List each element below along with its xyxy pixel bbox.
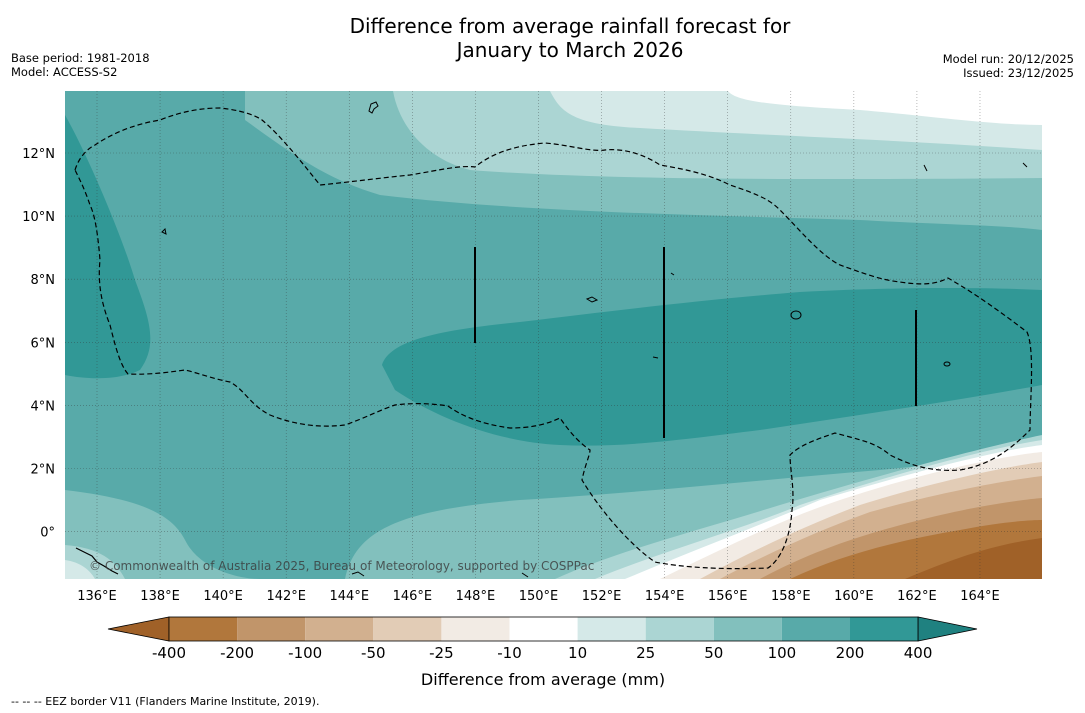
band-below-m400 (905, 538, 1042, 579)
band-50-100-southwest (65, 490, 260, 579)
lon-tick-label: 146°E (393, 589, 433, 604)
metadata-right: Model run: 20/12/2025 Issued: 23/12/2025 (943, 52, 1074, 80)
colorbar-title: Difference from average (mm) (421, 670, 665, 689)
model-label: Model: ACCESS-S2 (11, 65, 118, 79)
lon-tick-label: 142°E (266, 589, 306, 604)
lon-tick-label: 148°E (456, 589, 496, 604)
eez-border (74, 107, 1033, 570)
colorbar-tick-label: -50 (361, 644, 386, 662)
issued-label: Issued: 23/12/2025 (963, 66, 1074, 80)
copyright-text: © Commonwealth of Australia 2025, Bureau… (89, 559, 594, 573)
colorbar-extend-low (107, 616, 170, 642)
lat-tick-label: 0° (40, 526, 55, 541)
colorbar-tick-label: -200 (220, 644, 254, 662)
lat-tick-label: 2°N (31, 463, 56, 478)
island-pohnpei (790, 310, 802, 320)
colorbar-tick-label: -25 (429, 644, 454, 662)
lon-tick-label: 144°E (330, 589, 370, 604)
island-yap (161, 227, 167, 235)
colorbar-tick-label: 200 (836, 644, 865, 662)
lon-tick-label: 138°E (140, 589, 180, 604)
colorbar: -400 -200 -100 -50 -25 -10 10 25 50 100 200 400 (107, 616, 978, 662)
lon-tick-label: 152°E (582, 589, 622, 604)
lon-tick-label: 164°E (960, 589, 1000, 604)
island-guam (368, 101, 379, 114)
map-title: Difference from average rainfall forecas… (0, 14, 1085, 62)
lat-tick-label: 4°N (31, 399, 56, 414)
colorbar-tick-label: -400 (152, 644, 186, 662)
colorbar-swatch (169, 617, 238, 641)
title-line-1: Difference from average rainfall forecas… (349, 14, 791, 38)
lon-tick-label: 154°E (645, 589, 685, 604)
eez-footnote: -- -- -- EEZ border V11 (Flanders Marine… (11, 695, 320, 708)
model-run-label: Model run: 20/12/2025 (942, 52, 1074, 66)
colorbar-tick-label: 400 (904, 644, 933, 662)
base-period-label: Base period: 1981-2018 (11, 51, 150, 65)
island-marshall-1 (923, 164, 928, 172)
lon-tick-label: 158°E (771, 589, 811, 604)
rainfall-contours (65, 91, 1042, 579)
island-chuuk (585, 296, 599, 303)
coastline-new-guinea-north (75, 547, 119, 575)
islands (75, 101, 1028, 578)
colorbar-tick-label: 25 (636, 644, 655, 662)
lon-tick-label: 162°E (897, 589, 937, 604)
colorbar-tick-label: 10 (568, 644, 587, 662)
island-south-atoll (521, 572, 529, 578)
graticule (65, 91, 1042, 579)
colorbar-swatch (509, 617, 578, 641)
colorbar-swatch (305, 617, 374, 641)
colorbar-swatch (373, 617, 442, 641)
lat-tick-label: 8°N (31, 273, 56, 288)
island-atoll-2 (670, 272, 675, 276)
forecast-markers (474, 247, 917, 438)
band-neutral-north (728, 91, 1042, 125)
colorbar-extend-high (917, 616, 978, 642)
island-kosrae (943, 361, 951, 367)
band-10-25-southwest (65, 560, 95, 579)
lat-tick-label: 6°N (31, 336, 56, 351)
title-line-2: January to March 2026 (456, 38, 684, 62)
colorbar-swatch (850, 617, 919, 641)
colorbar-swatch (237, 617, 306, 641)
metadata-left: Base period: 1981-2018 Model: ACCESS-S2 (11, 51, 150, 79)
band-200-400-central (382, 287, 1042, 446)
latitude-axis: 12°N 10°N 8°N 6°N 4°N 2°N 0° (22, 147, 55, 541)
lon-tick-label: 150°E (519, 589, 559, 604)
colorbar-tick-label: -10 (497, 644, 522, 662)
longitude-axis: 136°E 138°E 140°E 142°E 144°E 146°E 148°E 150°E… (77, 589, 1000, 604)
island-atoll-1 (652, 356, 659, 359)
colorbar-swatch (645, 617, 714, 641)
band-200-400-west (65, 115, 151, 379)
island-marshall-2 (1022, 162, 1028, 168)
lon-tick-label: 160°E (834, 589, 874, 604)
colorbar-tick-label: 100 (768, 644, 797, 662)
lon-tick-label: 140°E (203, 589, 243, 604)
lat-tick-label: 12°N (22, 147, 55, 162)
island-new-ireland-north (351, 571, 365, 577)
lon-tick-label: 156°E (708, 589, 748, 604)
colorbar-frame (168, 616, 919, 642)
lon-tick-label: 136°E (77, 589, 117, 604)
colorbar-swatch (713, 617, 782, 641)
colorbar-tick-label: -100 (288, 644, 322, 662)
colorbar-swatch (781, 617, 850, 641)
colorbar-swatch (441, 617, 510, 641)
lat-tick-label: 10°N (22, 210, 55, 225)
colorbar-tick-label: 50 (704, 644, 723, 662)
colorbar-swatch (577, 617, 646, 641)
